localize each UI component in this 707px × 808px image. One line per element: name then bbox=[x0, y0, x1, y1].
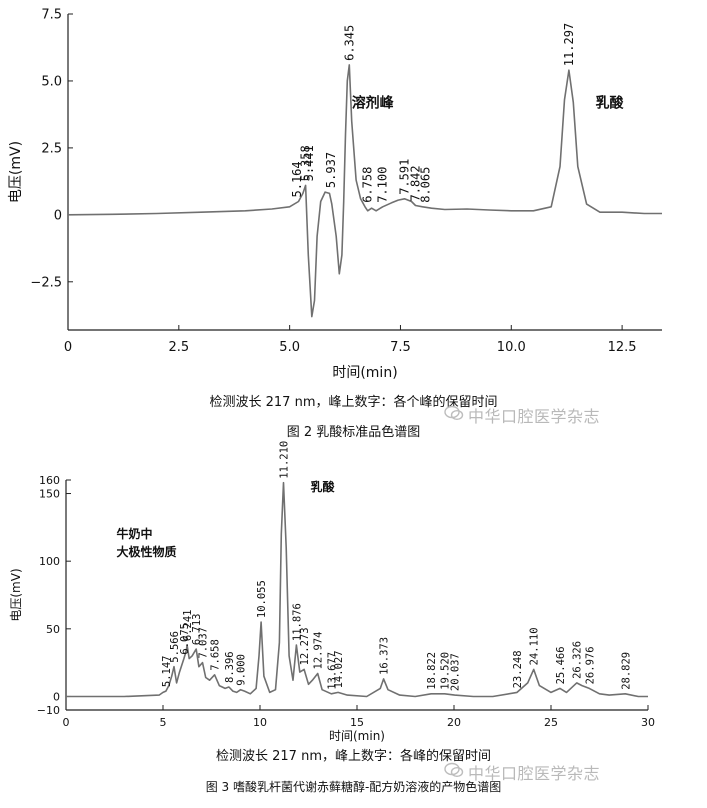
peak-label: 13.677 bbox=[326, 652, 338, 690]
peak-label: 7.842 bbox=[409, 165, 423, 201]
y-tick-label: 0 bbox=[53, 690, 60, 703]
wechat-watermark-icon bbox=[444, 762, 464, 778]
peak-label: 5.937 bbox=[324, 152, 338, 188]
x-tick-label: 0 bbox=[64, 340, 72, 355]
y-tick-label: 100 bbox=[39, 555, 60, 568]
figure-3-panel: 0 5 10 15 20 25 30 −10 0 50 100 150 160 时间(min) 电压(mV)… bbox=[0, 441, 707, 808]
x-tick-label: 10 bbox=[253, 716, 267, 729]
figure-3-note: 检测波长 217 nm，峰上数字：各峰的保留时间 bbox=[216, 749, 491, 764]
peak-label: 7.100 bbox=[376, 167, 390, 203]
x-tick-label: 20 bbox=[447, 716, 461, 729]
x-tick-label: 12.5 bbox=[608, 340, 637, 355]
y-tick-label: 160 bbox=[39, 474, 60, 487]
peak-label: 11.210 bbox=[279, 441, 291, 479]
peak-label: 7.591 bbox=[398, 159, 412, 195]
figure-2-panel: 0 2.5 5.0 7.5 10.0 12.5 −2.5 0 2.5 5.0 7.5 时间(min) 电… bbox=[8, 8, 662, 381]
y-tick-label: 50 bbox=[46, 623, 60, 636]
peak-label: 5.147 bbox=[161, 655, 173, 687]
peak-label: 20.037 bbox=[450, 653, 462, 691]
y-tick-label: 7.5 bbox=[41, 8, 62, 23]
x-tick-label: 25 bbox=[544, 716, 558, 729]
peak-label: 19.520 bbox=[440, 652, 452, 690]
chart-1-svg: 0 2.5 5.0 7.5 10.0 12.5 −2.5 0 2.5 5.0 7.5 时间(min) 电… bbox=[8, 8, 662, 381]
peak-label: 12.974 bbox=[313, 632, 325, 670]
x-tick-label: 5.0 bbox=[279, 340, 300, 355]
peak-label: 6.758 bbox=[361, 167, 375, 203]
chromatogram-trace bbox=[67, 64, 662, 318]
y-tick-label: 5.0 bbox=[41, 75, 62, 90]
peak-annotation: 大极性物质 bbox=[116, 544, 176, 559]
x-tick-label: 0 bbox=[63, 716, 70, 729]
peak-label: 16.373 bbox=[379, 637, 391, 675]
y-tick-label: 0 bbox=[54, 209, 62, 224]
peak-label: 18.822 bbox=[426, 652, 438, 690]
chromatogram-trace bbox=[66, 481, 648, 698]
x-tick-label: 10.0 bbox=[497, 340, 526, 355]
peak-label: 8.396 bbox=[224, 651, 236, 683]
x-tick-label: 30 bbox=[641, 716, 655, 729]
watermark-text: 中华口腔医学杂志 bbox=[468, 764, 601, 783]
x-tick-label: 15 bbox=[350, 716, 364, 729]
figure-3-caption: 图 3 嗜酸乳杆菌代谢赤藓糖醇-配方奶溶液的产物色谱图 bbox=[205, 780, 502, 794]
peak-label: 26.326 bbox=[572, 641, 584, 679]
peak-label: 28.829 bbox=[620, 652, 632, 690]
peak-label: 11.876 bbox=[291, 603, 303, 641]
y-tick-label: −2.5 bbox=[30, 275, 62, 290]
y-tick-label: 150 bbox=[39, 487, 60, 500]
x-axis-label: 时间(min) bbox=[332, 365, 397, 381]
peak-label: 7.037 bbox=[198, 627, 210, 659]
peak-label: 23.248 bbox=[512, 650, 524, 688]
peak-label: 5.358 bbox=[299, 145, 313, 181]
peak-annotation: 溶剂峰 bbox=[352, 95, 395, 112]
peak-label: 25.466 bbox=[555, 646, 567, 684]
figure-2-note: 检测波长 217 nm，峰上数字：各个峰的保留时间 bbox=[209, 395, 498, 410]
peak-label: 6.345 bbox=[342, 25, 356, 61]
y-tick-label: 2.5 bbox=[41, 142, 62, 157]
peak-label: 26.976 bbox=[584, 646, 596, 684]
peak-label: 5.441 bbox=[302, 145, 316, 181]
y-tick-label: −10 bbox=[37, 704, 60, 717]
peak-label: 14.027 bbox=[333, 650, 345, 688]
peak-annotation: 牛奶中 bbox=[116, 526, 152, 541]
peak-label: 11.297 bbox=[562, 23, 576, 66]
x-tick-label: 7.5 bbox=[390, 340, 411, 355]
peak-label: 5.566 bbox=[169, 631, 181, 663]
peak-label: 5.164 bbox=[290, 161, 304, 197]
wechat-watermark-icon bbox=[444, 405, 464, 421]
y-axis-label: 电压(mV) bbox=[8, 141, 24, 203]
watermark-text: 中华口腔医学杂志 bbox=[468, 407, 601, 426]
peak-annotation: 乳酸 bbox=[310, 479, 335, 494]
peak-label: 8.065 bbox=[419, 167, 433, 203]
peak-label: 6.075 bbox=[179, 623, 191, 655]
peak-label: 24.110 bbox=[529, 627, 541, 665]
peak-label: 10.055 bbox=[256, 580, 268, 618]
peak-label: 7.658 bbox=[210, 639, 222, 671]
peak-label: 6.713 bbox=[191, 613, 203, 645]
peak-label: 6.241 bbox=[182, 609, 194, 641]
peak-label: 9.000 bbox=[236, 654, 248, 686]
figure-2-caption: 图 2 乳酸标准品色谱图 bbox=[286, 425, 421, 440]
peak-annotation: 乳酸 bbox=[596, 95, 625, 112]
peak-label: 12.273 bbox=[299, 627, 311, 665]
y-axis-label: 电压(mV) bbox=[9, 568, 23, 621]
x-tick-label: 2.5 bbox=[168, 340, 189, 355]
x-axis-label: 时间(min) bbox=[329, 729, 385, 743]
x-tick-label: 5 bbox=[160, 716, 167, 729]
